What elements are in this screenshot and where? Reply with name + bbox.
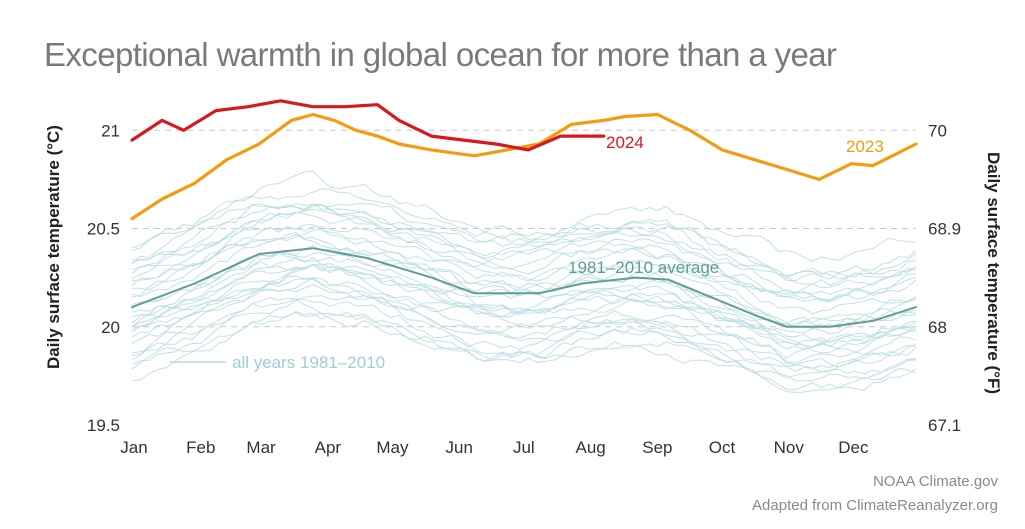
year-trace-line: [131, 283, 917, 364]
x-tick-label: Feb: [186, 438, 215, 457]
x-tick-label: Dec: [838, 438, 869, 457]
x-tick-label: Aug: [575, 438, 605, 457]
label-average: 1981–2010 average: [568, 258, 719, 277]
year-trace-line: [131, 170, 917, 262]
y-tick-label-left: 19.5: [87, 416, 120, 435]
y-tick-label-left: 20: [101, 318, 120, 337]
y-tick-label-right: 68.9: [928, 220, 961, 239]
year-trace-line: [131, 234, 917, 328]
year-trace-line: [131, 275, 917, 343]
year-trace-line: [131, 296, 917, 373]
y-tick-label-left: 20.5: [87, 220, 120, 239]
year-trace-line: [131, 263, 917, 350]
year-trace-line: [131, 226, 917, 303]
year-trace-line: [131, 203, 917, 294]
series-2024-line: [130, 99, 606, 152]
y-tick-label-right: 67.1: [928, 416, 961, 435]
series-average-line: [131, 247, 917, 328]
series-2023-line: [130, 112, 918, 221]
year-trace-line: [131, 211, 917, 295]
chart-title: Exceptional warmth in global ocean for m…: [44, 36, 837, 73]
credit-source: Adapted from ClimateReanalyzer.org: [752, 497, 998, 514]
label-all-years: all years 1981–2010: [232, 353, 385, 372]
x-tick-label: Mar: [246, 438, 276, 457]
year-trace-line: [131, 295, 917, 379]
y-tick-label-right: 70: [928, 121, 947, 140]
label-2024: 2024: [606, 133, 644, 152]
year-trace-line: [131, 277, 917, 373]
y-tick-label-right: 68: [928, 318, 947, 337]
x-tick-label: Jul: [513, 438, 535, 457]
x-tick-label: May: [376, 438, 409, 457]
x-tick-label: Oct: [709, 438, 736, 457]
year-trace-line: [131, 208, 916, 302]
year-trace-line: [131, 203, 917, 279]
y-tick-label-left: 21: [101, 121, 120, 140]
year-trace-line: [131, 311, 917, 391]
y-axis-label-right: Daily surface temperature (°F): [984, 152, 1003, 394]
x-tick-label: Jun: [446, 438, 473, 457]
label-2023: 2023: [846, 137, 884, 156]
x-tick-label: Apr: [315, 438, 342, 457]
x-tick-label: Sep: [642, 438, 672, 457]
y-axis-label-left: Daily surface temperature (°C): [44, 125, 63, 369]
credit-noaa: NOAA Climate.gov: [872, 473, 998, 490]
x-tick-label: Jan: [120, 438, 147, 457]
year-trace-line: [131, 203, 917, 287]
year-trace-line: [131, 257, 917, 360]
year-trace-line: [131, 223, 917, 315]
x-tick-label: Nov: [774, 438, 805, 457]
year-trace-line: [131, 188, 917, 282]
